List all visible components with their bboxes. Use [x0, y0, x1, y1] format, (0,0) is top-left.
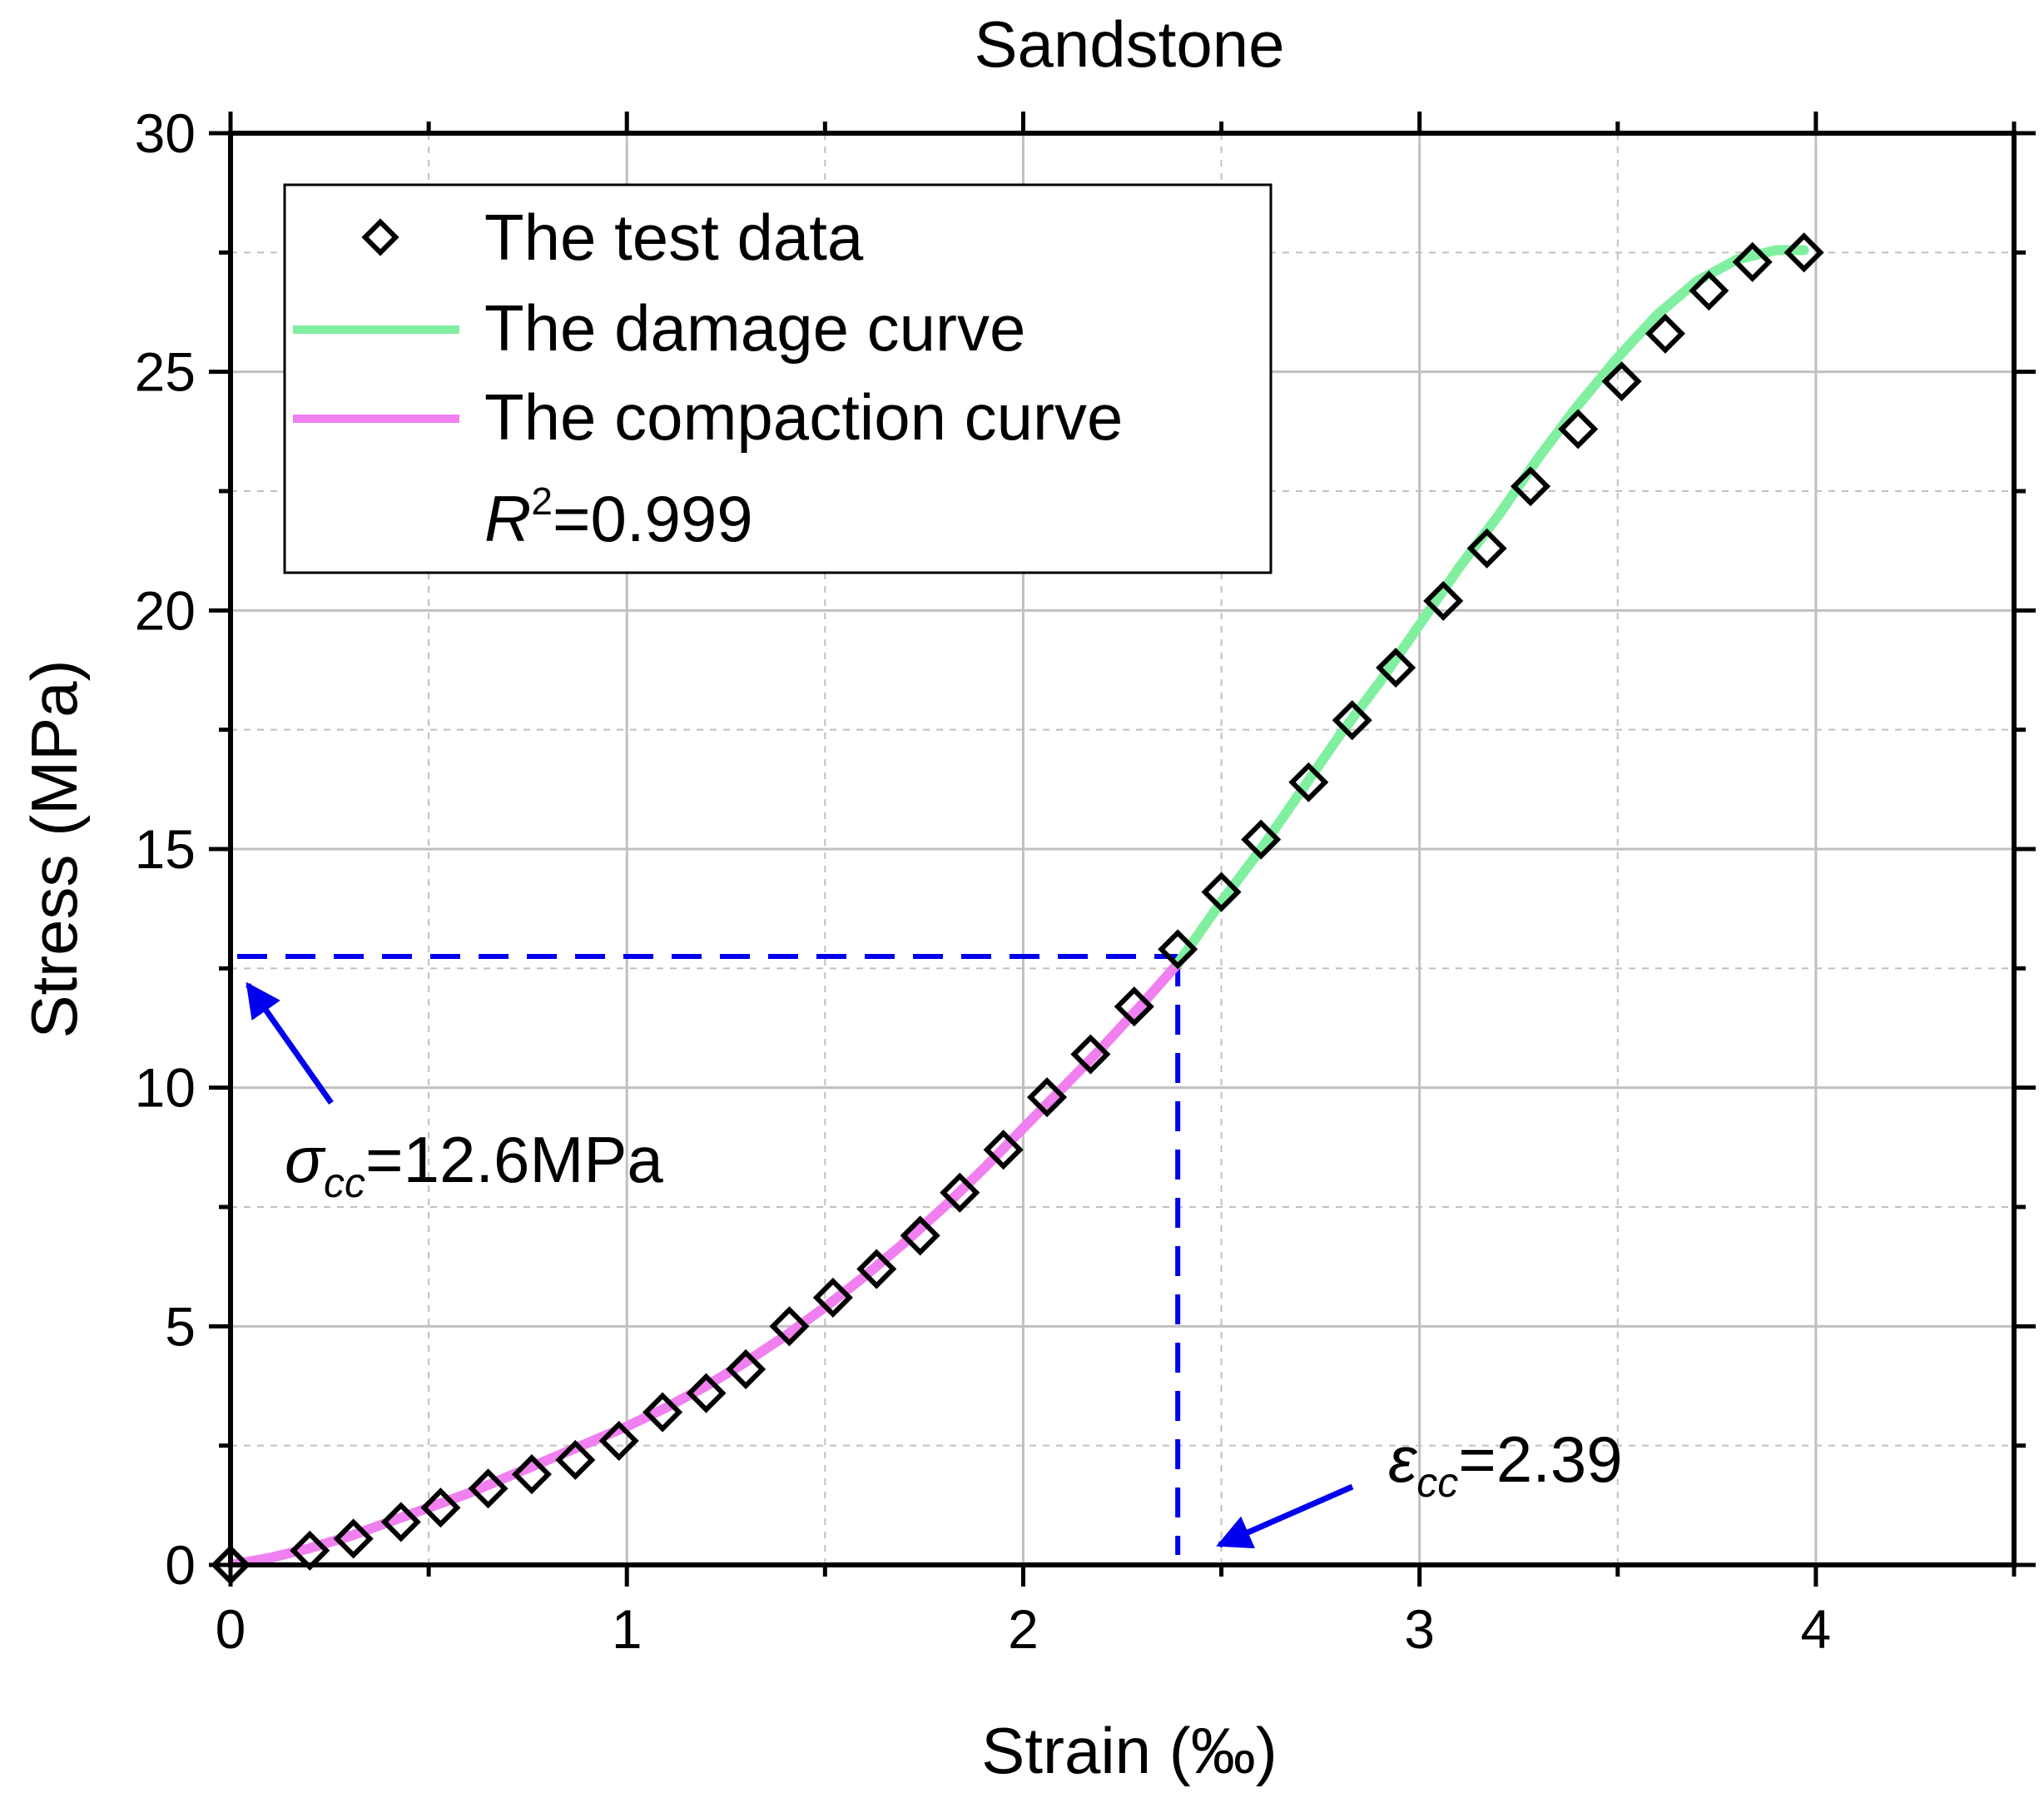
- sigma-annotation: σcc=12.6MPa: [285, 1123, 663, 1206]
- x-tick-labels: 0 1 2 3 4: [216, 1598, 1832, 1660]
- legend-test-data-label: The test data: [484, 201, 864, 274]
- test-data-point: [1241, 819, 1282, 860]
- legend-box: [283, 183, 1273, 574]
- r2-symbol: R: [484, 482, 531, 555]
- test-data-point: [210, 1544, 251, 1586]
- test-data-point: [812, 1277, 853, 1318]
- test-data-point: [856, 1249, 897, 1289]
- legend-damage-curve-label: The damage curve: [484, 291, 1025, 365]
- test-data-point: [1201, 872, 1242, 912]
- test-data-point: [1466, 528, 1507, 569]
- sigma-subscript: cc: [324, 1160, 365, 1206]
- x-tick-label: 1: [612, 1598, 642, 1660]
- y-tick-label: 15: [135, 818, 196, 880]
- test-data-point: [555, 1439, 596, 1480]
- test-data-point: [1070, 1034, 1111, 1075]
- test-data-point: [1645, 313, 1685, 354]
- test-data-point: [1510, 466, 1551, 507]
- test-data-point: [940, 1172, 980, 1213]
- epsilon-value: =2.39: [1458, 1423, 1622, 1496]
- test-data-point: [1026, 1077, 1068, 1118]
- test-data-point: [1732, 241, 1773, 282]
- sigma-annotation-arrow: [246, 981, 334, 1105]
- r2-value: =0.999: [553, 482, 753, 555]
- test-data-markers: [210, 232, 1824, 1586]
- test-data-point: [468, 1468, 509, 1509]
- test-data-point: [1332, 700, 1372, 741]
- test-data-point: [769, 1306, 810, 1347]
- test-data-point: [380, 1502, 421, 1542]
- sigma-value: =12.6MPa: [365, 1123, 663, 1196]
- epsilon-annotation-arrow: [1216, 1483, 1354, 1549]
- x-tick-label: 2: [1008, 1598, 1039, 1660]
- x-tick-label: 0: [216, 1598, 246, 1660]
- test-data-point: [511, 1454, 552, 1495]
- y-tick-label: 20: [135, 579, 196, 641]
- compaction-curve-line: [231, 958, 1183, 1565]
- test-data-point: [1601, 361, 1642, 402]
- test-data-point: [726, 1348, 766, 1389]
- y-tick-label: 0: [165, 1534, 196, 1596]
- y-tick-label: 5: [165, 1295, 196, 1357]
- axis-ticks: [209, 112, 2036, 1587]
- x-tick-label: 4: [1801, 1598, 1832, 1660]
- epsilon-subscript: cc: [1416, 1459, 1458, 1506]
- test-data-point: [290, 1530, 330, 1571]
- epsilon-symbol: ε: [1388, 1423, 1418, 1496]
- y-axis-label: Stress (MPa): [17, 659, 91, 1038]
- y-tick-label: 30: [135, 102, 196, 164]
- test-data-point: [333, 1518, 374, 1559]
- test-data-point: [1288, 762, 1329, 802]
- chart-title: Sandstone: [975, 7, 1285, 81]
- test-data-point: [1376, 648, 1416, 688]
- y-tick-labels: 0 5 10 15 20 25 30: [135, 102, 196, 1596]
- test-data-point: [598, 1420, 639, 1461]
- legend-diamond-icon: [361, 218, 399, 256]
- sigma-symbol: σ: [285, 1123, 326, 1196]
- test-data-point: [983, 1130, 1024, 1170]
- x-axis-label: Strain (‰): [981, 1714, 1277, 1787]
- test-data-point: [1158, 929, 1198, 970]
- legend-r2-label: R2=0.999: [484, 479, 753, 555]
- r2-superscript: 2: [531, 479, 553, 523]
- test-data-point: [420, 1488, 461, 1528]
- legend-compaction-curve-label: The compaction curve: [484, 380, 1123, 454]
- test-data-point: [686, 1373, 727, 1413]
- test-data-point: [1784, 232, 1824, 273]
- test-data-point: [900, 1215, 940, 1256]
- test-data-point: [642, 1392, 683, 1433]
- test-data-point: [1689, 271, 1729, 311]
- test-data-point: [1558, 409, 1599, 449]
- test-data-point: [1114, 986, 1154, 1027]
- test-data-point: [1423, 580, 1464, 621]
- epsilon-annotation: εcc=2.39: [1388, 1423, 1623, 1506]
- x-tick-label: 3: [1404, 1598, 1435, 1660]
- legend: The test data The damage curve The compa…: [283, 183, 1273, 574]
- y-tick-label: 10: [135, 1057, 196, 1119]
- y-tick-label: 25: [135, 341, 196, 403]
